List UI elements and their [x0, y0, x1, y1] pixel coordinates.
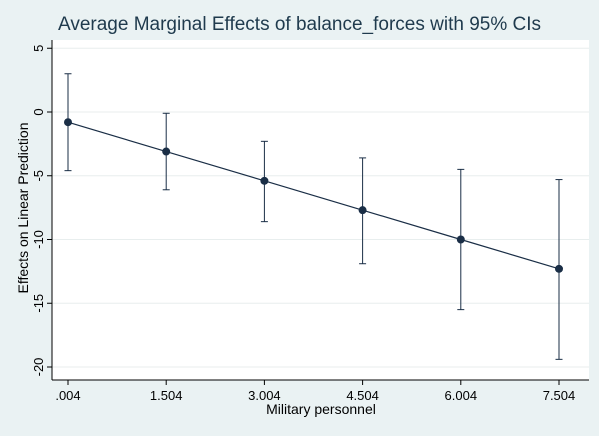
chart-title: Average Marginal Effects of balance_forc…: [58, 14, 541, 35]
x-tick-label: 6.004: [445, 388, 478, 403]
data-point: [64, 118, 72, 127]
y-tick-label: -5: [31, 170, 46, 182]
series: [64, 73, 563, 360]
series-line: [67, 121, 560, 270]
gridlines: [52, 47, 589, 368]
x-tick-label: 4.504: [346, 388, 379, 403]
y-axis-label: Effects on Linear Prediction: [15, 123, 31, 294]
x-tick-label: .004: [55, 388, 80, 403]
axes: [51, 40, 589, 381]
y-tick-label: -15: [31, 294, 46, 313]
data-point: [456, 235, 465, 244]
y-tick-label: 5: [31, 45, 46, 52]
data-point: [260, 176, 269, 185]
x-tick-label: 7.504: [543, 388, 576, 403]
data-point: [162, 147, 171, 156]
y-tick-label: -10: [31, 230, 46, 249]
plot-area: [52, 40, 589, 380]
x-axis-label: Military personnel: [266, 401, 376, 417]
y-tick-label: 0: [31, 108, 46, 115]
x-tick-label: 3.004: [248, 388, 281, 403]
ticks: 5 0 -5 -10 -15 -20 .004 1.504 3.004 4.504 6.004 7.5…: [31, 45, 575, 403]
data-point: [555, 264, 563, 273]
x-tick-label: 1.504: [150, 388, 183, 403]
y-tick-label: -20: [31, 358, 46, 377]
data-point: [358, 206, 367, 215]
